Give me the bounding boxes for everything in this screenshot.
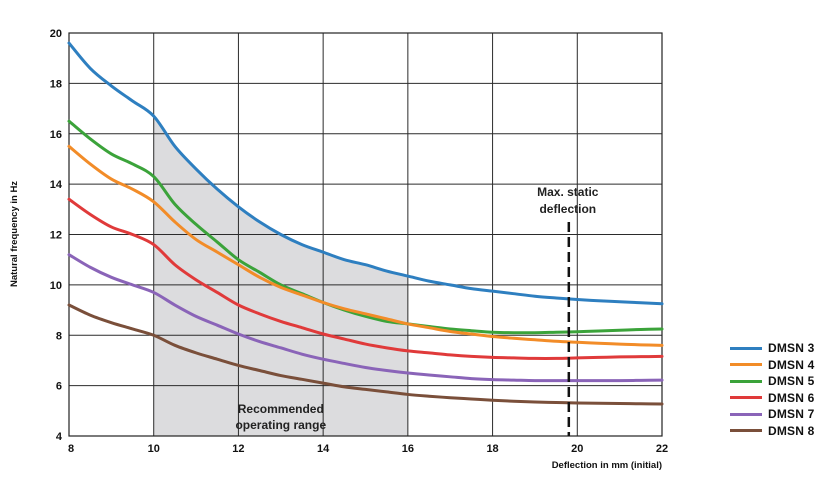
y-tick-8: 8 bbox=[56, 330, 62, 342]
legend-swatch-dmsn-5 bbox=[730, 379, 762, 383]
recommended-operating-range-area bbox=[153, 116, 408, 437]
legend-item-dmsn-6: DMSN 6 bbox=[730, 390, 815, 407]
max-static-label-line1: Max. static bbox=[537, 185, 599, 199]
legend-swatch-dmsn-6 bbox=[730, 396, 762, 400]
y-tick-labels: 4 6 8 10 12 14 16 18 20 bbox=[50, 28, 63, 443]
y-tick-20: 20 bbox=[50, 28, 62, 40]
series-line-dmsn-4 bbox=[67, 144, 664, 347]
series-line-dmsn-5 bbox=[67, 119, 664, 335]
legend-label-dmsn-7: DMSN 7 bbox=[768, 407, 815, 422]
legend-label-dmsn-4: DMSN 4 bbox=[768, 357, 815, 372]
y-tick-6: 6 bbox=[56, 381, 62, 393]
series-line-dmsn-8 bbox=[67, 303, 664, 406]
legend-swatch-dmsn-8 bbox=[730, 429, 762, 433]
series-lines bbox=[67, 41, 664, 406]
max-static-label-line2: deflection bbox=[539, 202, 596, 216]
x-tick-22: 22 bbox=[656, 443, 668, 455]
y-tick-16: 16 bbox=[50, 129, 62, 141]
x-tick-labels: 8 10 12 14 16 18 20 22 bbox=[68, 443, 668, 455]
y-tick-14: 14 bbox=[50, 179, 63, 191]
y-axis-title: Natural frequency in Hz bbox=[9, 181, 20, 287]
legend-item-dmsn-4: DMSN 4 bbox=[730, 357, 815, 374]
x-tick-8: 8 bbox=[68, 443, 74, 455]
y-tick-10: 10 bbox=[50, 280, 62, 292]
legend-item-dmsn-3: DMSN 3 bbox=[730, 340, 815, 357]
series-line-dmsn-3 bbox=[67, 41, 664, 306]
grid-lines bbox=[69, 33, 662, 436]
legend-item-dmsn-7: DMSN 7 bbox=[730, 406, 815, 423]
series-line-dmsn-6 bbox=[67, 197, 664, 360]
legend-label-dmsn-8: DMSN 8 bbox=[768, 423, 815, 438]
legend-swatch-dmsn-7 bbox=[730, 412, 762, 416]
x-tick-20: 20 bbox=[571, 443, 583, 455]
legend-swatch-dmsn-3 bbox=[730, 346, 762, 350]
legend-label-dmsn-5: DMSN 5 bbox=[768, 374, 815, 389]
x-axis-title: Deflection in mm (initial) bbox=[552, 460, 662, 471]
legend-item-dmsn-5: DMSN 5 bbox=[730, 373, 815, 390]
y-tick-4: 4 bbox=[56, 431, 63, 443]
recommended-label-line1: Recommended bbox=[238, 402, 324, 416]
legend-swatch-dmsn-4 bbox=[730, 363, 762, 367]
x-tick-12: 12 bbox=[232, 443, 244, 455]
x-tick-10: 10 bbox=[148, 443, 160, 455]
legend: DMSN 3 DMSN 4 DMSN 5 DMSN 6 DMSN 7 DMSN 8 bbox=[730, 340, 815, 439]
legend-label-dmsn-6: DMSN 6 bbox=[768, 390, 815, 405]
x-tick-18: 18 bbox=[486, 443, 498, 455]
x-tick-14: 14 bbox=[317, 443, 330, 455]
x-tick-16: 16 bbox=[402, 443, 414, 455]
plot-frame bbox=[68, 32, 663, 437]
series-line-dmsn-7 bbox=[67, 253, 664, 383]
legend-item-dmsn-8: DMSN 8 bbox=[730, 423, 815, 440]
y-tick-12: 12 bbox=[50, 230, 62, 242]
y-tick-18: 18 bbox=[50, 78, 62, 90]
recommended-label-line2: operating range bbox=[235, 418, 326, 432]
legend-label-dmsn-3: DMSN 3 bbox=[768, 341, 815, 356]
